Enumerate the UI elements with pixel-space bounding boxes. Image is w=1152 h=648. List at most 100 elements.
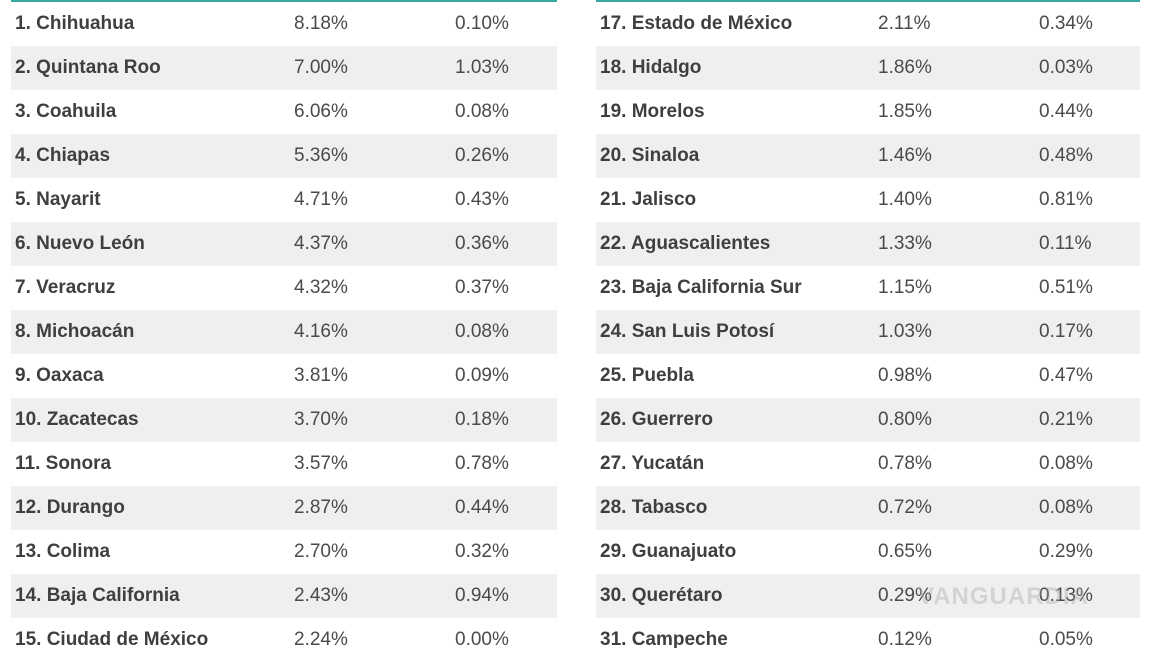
- value-2: 0.29%: [1039, 541, 1093, 562]
- value-1: 1.40%: [878, 189, 932, 210]
- state-name: 21. Jalisco: [600, 189, 697, 210]
- state-name: 12. Durango: [15, 497, 125, 518]
- value-1: 0.12%: [878, 629, 932, 648]
- value-1: 1.33%: [878, 233, 932, 254]
- value-2: 0.43%: [455, 189, 509, 210]
- value-1: 7.00%: [294, 57, 348, 78]
- value-1: 1.03%: [878, 321, 932, 342]
- value-1: 1.86%: [878, 57, 932, 78]
- value-1: 1.15%: [878, 277, 932, 298]
- state-name: 5. Nayarit: [15, 189, 101, 210]
- value-2: 0.51%: [1039, 277, 1093, 298]
- value-1: 4.16%: [294, 321, 348, 342]
- value-2: 0.08%: [455, 321, 509, 342]
- state-name: 9. Oaxaca: [15, 365, 104, 386]
- state-name: 6. Nuevo León: [15, 233, 145, 254]
- state-name: 14. Baja California: [15, 585, 180, 606]
- value-1: 3.57%: [294, 453, 348, 474]
- value-2: 0.78%: [455, 453, 509, 474]
- state-name: 2. Quintana Roo: [15, 57, 161, 78]
- value-1: 8.18%: [294, 13, 348, 34]
- state-name: 24. San Luis Potosí: [600, 321, 775, 342]
- state-name: 22. Aguascalientes: [600, 233, 771, 254]
- value-2: 0.09%: [455, 365, 509, 386]
- table-row: 26. Guerrero 0.80% 0.21%: [596, 398, 1140, 442]
- value-1: 1.46%: [878, 145, 932, 166]
- right-table: 17. Estado de México 2.11% 0.34% 18. Hidalg…: [596, 0, 1140, 648]
- table-row: 25. Puebla 0.98% 0.47%: [596, 354, 1140, 398]
- state-name: 3. Coahuila: [15, 101, 117, 122]
- table-row: 21. Jalisco 1.40% 0.81%: [596, 178, 1140, 222]
- value-2: 0.34%: [1039, 13, 1093, 34]
- value-2: 0.17%: [1039, 321, 1093, 342]
- value-1: 0.29%: [878, 585, 932, 606]
- state-name: 29. Guanajuato: [600, 541, 737, 562]
- state-name: 28. Tabasco: [600, 497, 708, 518]
- value-1: 6.06%: [294, 101, 348, 122]
- table-row: 11. Sonora 3.57% 0.78%: [11, 442, 557, 486]
- value-2: 0.44%: [455, 497, 509, 518]
- value-2: 1.03%: [455, 57, 509, 78]
- table-row: 17. Estado de México 2.11% 0.34%: [596, 2, 1140, 46]
- value-2: 0.36%: [455, 233, 509, 254]
- value-1: 5.36%: [294, 145, 348, 166]
- table-row: 27. Yucatán 0.78% 0.08%: [596, 442, 1140, 486]
- value-1: 0.65%: [878, 541, 932, 562]
- value-2: 0.94%: [455, 585, 509, 606]
- value-1: 0.78%: [878, 453, 932, 474]
- state-name: 8. Michoacán: [15, 321, 135, 342]
- value-1: 0.72%: [878, 497, 932, 518]
- value-1: 2.24%: [294, 629, 348, 648]
- table-row: 4. Chiapas 5.36% 0.26%: [11, 134, 557, 178]
- state-name: 19. Morelos: [600, 101, 705, 122]
- table-row: 31. Campeche 0.12% 0.05%: [596, 618, 1140, 648]
- value-1: 2.87%: [294, 497, 348, 518]
- table-row: 23. Baja California Sur 1.15% 0.51%: [596, 266, 1140, 310]
- table-row: 24. San Luis Potosí 1.03% 0.17%: [596, 310, 1140, 354]
- value-1: 4.71%: [294, 189, 348, 210]
- value-1: 4.37%: [294, 233, 348, 254]
- table-row: 10. Zacatecas 3.70% 0.18%: [11, 398, 557, 442]
- table-row: 29. Guanajuato 0.65% 0.29%: [596, 530, 1140, 574]
- value-1: 0.80%: [878, 409, 932, 430]
- value-1: 2.43%: [294, 585, 348, 606]
- value-2: 0.26%: [455, 145, 509, 166]
- state-name: 27. Yucatán: [600, 453, 705, 474]
- table-row: 1. Chihuahua 8.18% 0.10%: [11, 2, 557, 46]
- value-1: 2.11%: [878, 13, 931, 34]
- state-name: 30. Querétaro: [600, 585, 723, 606]
- value-1: 3.70%: [294, 409, 348, 430]
- state-name: 17. Estado de México: [600, 13, 793, 34]
- table-row: 13. Colima 2.70% 0.32%: [11, 530, 557, 574]
- value-2: 0.08%: [1039, 497, 1093, 518]
- table-row: 30. Querétaro 0.29% 0.13%: [596, 574, 1140, 618]
- state-name: 11. Sonora: [15, 453, 112, 474]
- table-row: 18. Hidalgo 1.86% 0.03%: [596, 46, 1140, 90]
- value-2: 0.32%: [455, 541, 509, 562]
- value-2: 0.18%: [455, 409, 509, 430]
- state-name: 15. Ciudad de México: [15, 629, 209, 648]
- table-row: 7. Veracruz 4.32% 0.37%: [11, 266, 557, 310]
- table-top-rule: [596, 0, 1140, 2]
- table-top-rule: [11, 0, 557, 2]
- value-2: 0.08%: [1039, 453, 1093, 474]
- table-row: 9. Oaxaca 3.81% 0.09%: [11, 354, 557, 398]
- table-row: 14. Baja California 2.43% 0.94%: [11, 574, 557, 618]
- value-1: 3.81%: [294, 365, 348, 386]
- state-name: 23. Baja California Sur: [600, 277, 802, 298]
- state-name: 26. Guerrero: [600, 409, 713, 430]
- table-row: 12. Durango 2.87% 0.44%: [11, 486, 557, 530]
- table-row: 22. Aguascalientes 1.33% 0.11%: [596, 222, 1140, 266]
- value-2: 0.21%: [1039, 409, 1093, 430]
- state-name: 10. Zacatecas: [15, 409, 139, 430]
- value-2: 0.08%: [455, 101, 509, 122]
- value-2: 0.44%: [1039, 101, 1093, 122]
- value-2: 0.81%: [1039, 189, 1093, 210]
- state-name: 1. Chihuahua: [15, 13, 135, 34]
- table-row: 20. Sinaloa 1.46% 0.48%: [596, 134, 1140, 178]
- right-table-body: 17. Estado de México 2.11% 0.34% 18. Hidalg…: [596, 2, 1140, 648]
- value-2: 0.11%: [1039, 233, 1092, 254]
- left-table: 1. Chihuahua 8.18% 0.10% 2. Quintana Roo 7.0…: [11, 0, 557, 648]
- state-name: 20. Sinaloa: [600, 145, 700, 166]
